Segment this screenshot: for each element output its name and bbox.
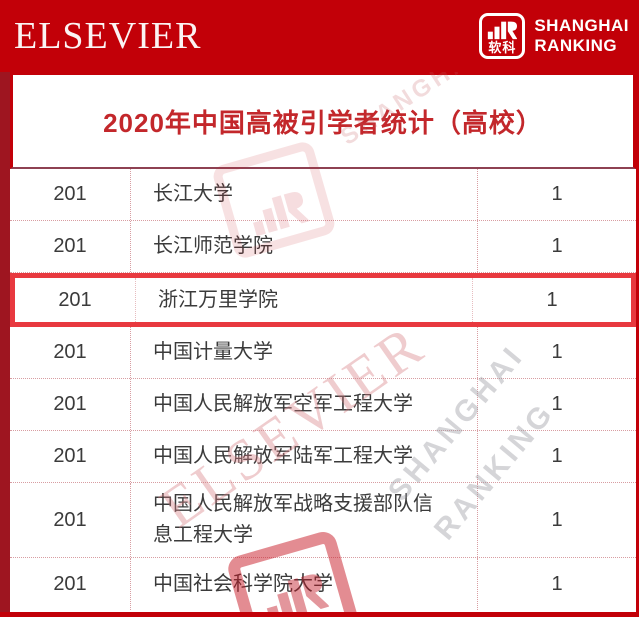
- table-row: 201 浙江万里学院 1: [10, 273, 636, 327]
- shanghairanking-logo-icon: 软科: [479, 13, 526, 59]
- shanghairanking-logo: 软科 SHANGHAI RANKING: [479, 13, 629, 59]
- count-cell: 1: [551, 393, 563, 415]
- rank-cell: 201: [53, 508, 87, 531]
- shanghai-label: SHANGHAI: [534, 16, 629, 35]
- right-border-strip: [636, 72, 639, 617]
- banner: ELSEVIER 软科 SHANGHAI RANKING: [0, 0, 639, 72]
- count-cell: 1: [551, 235, 563, 257]
- title-box: 2020年中国高被引学者统计（高校）: [10, 72, 636, 169]
- shanghairanking-wordmark: SHANGHAI RANKING: [534, 16, 629, 56]
- shanghairanking-cn-label: 软科: [488, 40, 517, 55]
- table-row: 201 长江大学 1: [10, 169, 636, 221]
- count-cell: 1: [551, 572, 563, 595]
- rank-cell: 201: [53, 183, 87, 205]
- name-cell: 中国社会科学院大学: [130, 558, 478, 610]
- name-cell: 中国计量大学: [130, 327, 478, 378]
- name-cell: 中国人民解放军战略支援部队信息工程大学: [130, 483, 478, 557]
- rank-cell: 201: [53, 393, 87, 415]
- name-cell: 长江大学: [130, 169, 478, 220]
- name-cell: 中国人民解放军空军工程大学: [130, 379, 478, 430]
- bottom-border-strip: [0, 612, 639, 617]
- rank-cell: 201: [53, 341, 87, 363]
- name-cell: 浙江万里学院: [135, 278, 473, 322]
- table-row: 201 中国人民解放军陆军工程大学 1: [10, 431, 636, 483]
- count-cell: 1: [551, 508, 563, 531]
- count-cell: 1: [551, 183, 563, 205]
- name-cell: 中国人民解放军陆军工程大学: [130, 431, 478, 482]
- elsevier-logo: ELSEVIER: [14, 15, 202, 57]
- left-border-strip: [0, 72, 10, 617]
- count-cell: 1: [551, 445, 563, 467]
- count-cell: 1: [551, 341, 563, 363]
- page-title: 2020年中国高被引学者统计（高校）: [103, 107, 543, 138]
- table-row: 201 中国人民解放军战略支援部队信息工程大学 1: [10, 483, 636, 558]
- rank-cell: 201: [53, 445, 87, 467]
- table-row: 201 长江师范学院 1: [10, 221, 636, 273]
- bar-chart-glyph: [488, 21, 518, 40]
- ranking-label: RANKING: [534, 36, 618, 55]
- table-row: 201 中国计量大学 1: [10, 327, 636, 379]
- name-cell: 长江师范学院: [130, 221, 478, 272]
- count-cell: 1: [546, 288, 558, 311]
- rank-cell: 201: [53, 235, 87, 257]
- ranking-table: 201 长江大学 1 201 长江师范学院 1 201 浙江万里学院 1 201…: [10, 169, 636, 612]
- rank-cell: 201: [58, 288, 92, 311]
- rank-cell: 201: [53, 572, 87, 595]
- table-row: 201 中国社会科学院大学 1: [10, 558, 636, 610]
- table-row: 201 中国人民解放军空军工程大学 1: [10, 379, 636, 431]
